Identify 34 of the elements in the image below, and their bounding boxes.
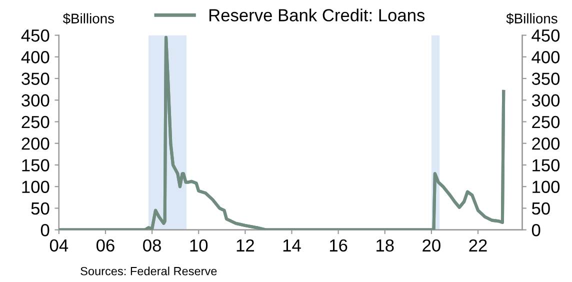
x-tick-label: 08 [143,239,161,252]
y-tick-label: 400 [21,51,50,64]
x-tick-label: 16 [330,239,348,252]
y-tick-label: 0 [40,224,50,236]
x-tick-label: 04 [50,239,68,252]
y-tick-label: 150 [22,159,50,172]
source-note: Sources: Federal Reserve [80,266,217,276]
y2-tick-label: 300 [532,94,560,107]
y2-tick-label: 400 [532,51,560,64]
y2-tick-label: 50 [532,202,550,215]
y2-tick-label: 150 [532,159,560,172]
y-tick-label: 350 [22,72,50,85]
x-tick-label: 22 [469,239,487,252]
y-tick-label: 200 [22,138,50,150]
x-tick-label: 10 [190,239,208,252]
legend-label: Reserve Bank Credit: Loans [209,8,425,22]
y2-tick-label: 450 [532,29,560,42]
y-tick-label: 100 [22,180,50,194]
x-tick-label: 18 [376,239,394,252]
x-tick-label: 06 [96,239,114,252]
y-tick-label: 250 [22,116,50,128]
y-axis-title: $Billions [62,13,114,24]
x-tick-label: 20 [422,239,440,252]
x-tick-label: 14 [283,239,301,252]
y2-tick-label: 250 [532,116,560,128]
x-tick-label: 12 [236,239,254,252]
y2-tick-label: 350 [532,72,560,85]
y2-tick-label: 200 [532,138,560,150]
y2-tick-label: 100 [532,180,560,194]
y2-tick-label: 0 [532,224,540,236]
y-tick-label: 50 [31,202,50,215]
y2-axis-title: $Billions [506,13,558,24]
y-tick-label: 300 [22,94,50,107]
y-tick-label: 450 [21,29,50,42]
